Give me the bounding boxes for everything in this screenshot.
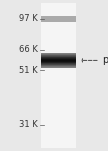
Bar: [41, 55, 76, 56]
Bar: [41, 53, 76, 54]
Text: 66 K: 66 K: [19, 45, 38, 54]
Bar: [41, 59, 76, 60]
Bar: [41, 63, 76, 64]
Text: 97 K: 97 K: [19, 14, 38, 23]
Text: 51 K: 51 K: [19, 66, 38, 75]
Bar: [41, 62, 76, 63]
Bar: [41, 56, 76, 57]
Bar: [41, 57, 76, 58]
Bar: [41, 67, 76, 68]
Bar: [41, 64, 76, 65]
Bar: [41, 53, 76, 54]
Bar: [41, 59, 76, 60]
Bar: [41, 55, 76, 56]
Text: 31 K: 31 K: [19, 120, 38, 129]
Bar: [41, 65, 76, 66]
Bar: [41, 54, 76, 55]
Bar: [41, 61, 76, 62]
Bar: [41, 56, 76, 57]
Bar: [41, 58, 76, 59]
Bar: [41, 61, 76, 62]
Bar: [41, 67, 76, 68]
Bar: [41, 58, 76, 59]
Bar: [41, 60, 76, 61]
Bar: [41, 66, 76, 67]
Text: p53: p53: [102, 55, 108, 65]
Bar: [41, 16, 76, 21]
Bar: [41, 64, 76, 65]
Bar: [41, 3, 76, 148]
